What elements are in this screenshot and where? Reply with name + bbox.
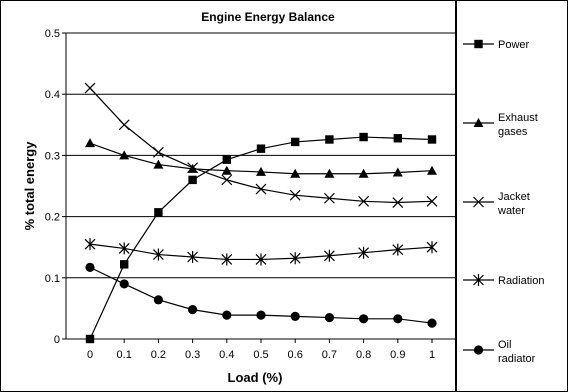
chart-frame <box>0 0 456 392</box>
data-point-radiation-0 <box>84 238 96 251</box>
legend-label-exhaust-gases-0: Exhaust <box>498 112 538 124</box>
data-point-exhaust-gases-1 <box>119 150 130 160</box>
data-point-power-8 <box>359 132 368 142</box>
x-tick-label-7: 0.7 <box>322 349 337 361</box>
data-point-radiation-3 <box>187 250 199 263</box>
data-point-exhaust-gases-9 <box>392 167 403 177</box>
y-tick-label-0: 0 <box>54 334 60 346</box>
data-point-radiation-4 <box>221 253 233 266</box>
data-point-jacket-water-10 <box>426 195 438 207</box>
data-point-radiation-10 <box>426 241 438 254</box>
legend-label-exhaust-gases-1: gases <box>498 126 528 138</box>
legend-label-oil-radiator-0: Oil <box>498 339 511 351</box>
x-tick-label-4: 0.4 <box>219 349 234 361</box>
data-point-jacket-water-7 <box>323 192 335 204</box>
data-point-exhaust-gases-4 <box>221 165 232 175</box>
data-point-exhaust-gases-2 <box>153 159 164 169</box>
y-axis-title: % total energy <box>22 141 37 231</box>
plot-area: 0 0.1 0.2 0.3 0.4 0.5 0 0.1 0.2 0.3 0.4 0.5 0.6 0.7 0.… <box>45 28 456 361</box>
data-point-radiation-1 <box>118 242 130 255</box>
data-point-power-1 <box>120 260 129 269</box>
data-point-jacket-water-8 <box>358 195 370 207</box>
data-point-power-2 <box>154 208 163 217</box>
x-tick-label-3: 0.3 <box>185 349 200 361</box>
data-point-radiation-7 <box>323 249 335 262</box>
data-point-oil-radiator-8 <box>359 314 369 324</box>
x-tick-label-10: 1 <box>429 349 435 361</box>
data-point-oil-radiator-6 <box>290 311 300 321</box>
data-point-oil-radiator-5 <box>256 310 266 320</box>
data-point-oil-radiator-4 <box>222 310 232 320</box>
data-point-oil-radiator-1 <box>119 279 129 289</box>
y-tick-label-1: 0.1 <box>45 273 60 285</box>
data-point-jacket-water-9 <box>392 197 404 208</box>
x-axis-title: Load (%) <box>228 370 283 385</box>
legend-marker-power <box>474 39 483 49</box>
legend-marker-jacket-water <box>473 196 484 208</box>
data-point-exhaust-gases-10 <box>427 165 437 175</box>
y-tick-label-2: 0.2 <box>45 212 60 224</box>
data-point-power-10 <box>427 135 437 144</box>
x-tick-label-0: 0 <box>87 349 93 361</box>
data-point-power-0 <box>85 334 95 344</box>
data-point-power-4 <box>222 155 231 164</box>
data-point-power-9 <box>393 134 402 143</box>
legend-marker-oil-radiator <box>473 345 484 355</box>
data-point-exhaust-gases-5 <box>256 166 266 176</box>
x-tick-label-1: 0.1 <box>117 349 132 361</box>
y-tick-label-5: 0.5 <box>45 28 60 40</box>
legend-frame <box>456 0 568 392</box>
y-tick-label-4: 0.4 <box>45 89 60 101</box>
data-point-jacket-water-3 <box>187 162 199 174</box>
data-point-power-5 <box>256 144 266 153</box>
data-point-radiation-8 <box>358 246 370 259</box>
data-point-exhaust-gases-8 <box>358 168 369 178</box>
data-point-jacket-water-4 <box>221 174 233 186</box>
data-point-exhaust-gases-0 <box>85 138 95 148</box>
data-point-power-7 <box>325 135 334 144</box>
x-tick-label-6: 0.6 <box>288 349 303 361</box>
data-point-jacket-water-0 <box>84 82 96 94</box>
data-point-oil-radiator-3 <box>188 305 198 315</box>
data-point-power-3 <box>188 175 197 185</box>
data-point-radiation-2 <box>152 248 164 261</box>
data-point-radiation-5 <box>255 253 267 266</box>
data-point-exhaust-gases-6 <box>290 168 301 178</box>
legend-label-radiation: Radiation <box>498 275 544 287</box>
x-tick-label-5: 0.5 <box>253 349 268 361</box>
data-point-jacket-water-5 <box>255 183 267 195</box>
data-point-exhaust-gases-7 <box>324 168 335 178</box>
legend-marker-radiation <box>473 274 484 286</box>
legend-label-oil-radiator-1: radiator <box>498 353 536 365</box>
data-point-jacket-water-6 <box>289 189 301 201</box>
x-tick-label-9: 0.9 <box>390 349 405 361</box>
x-tick-label-2: 0.2 <box>151 349 166 361</box>
legend-label-jacket-water-1: water <box>497 205 525 217</box>
legend-marker-exhaust-gases <box>473 118 484 127</box>
x-tick-label-8: 0.8 <box>356 349 371 361</box>
data-point-power-6 <box>291 137 300 147</box>
data-point-jacket-water-2 <box>152 146 164 158</box>
data-point-oil-radiator-9 <box>393 314 403 324</box>
data-point-oil-radiator-7 <box>324 312 334 323</box>
data-point-oil-radiator-10 <box>427 318 437 328</box>
legend-label-jacket-water-0: Jacket <box>498 191 530 203</box>
legend-label-power: Power <box>498 39 530 51</box>
data-point-radiation-9 <box>392 243 404 256</box>
data-point-radiation-6 <box>289 252 301 265</box>
data-point-oil-radiator-2 <box>153 295 163 305</box>
y-tick-label-3: 0.3 <box>45 150 60 162</box>
data-point-jacket-water-1 <box>118 119 130 131</box>
chart-title: Engine Energy Balance <box>201 10 335 24</box>
data-point-oil-radiator-0 <box>85 262 95 272</box>
legend: Power Exhaust gases Jacket water Radiation Oil… <box>463 39 544 365</box>
